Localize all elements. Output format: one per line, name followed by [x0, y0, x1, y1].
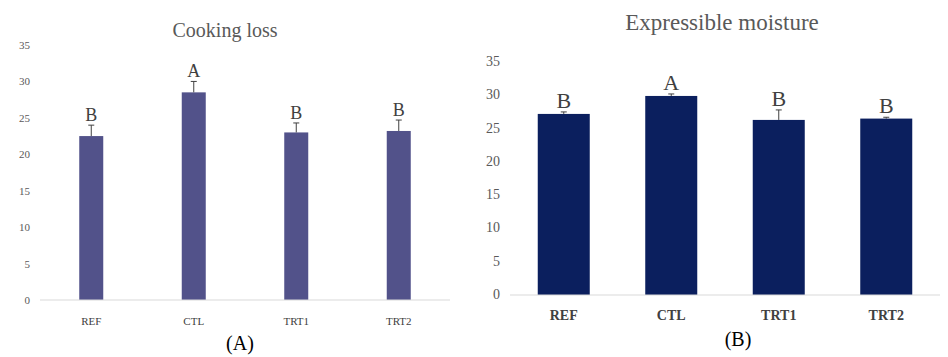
bar: [860, 119, 912, 295]
x-tick-label: REF: [550, 308, 578, 323]
bar: [284, 132, 308, 300]
y-tick-label: 10: [486, 220, 500, 235]
bar: [753, 120, 805, 295]
y-tick: [507, 62, 510, 63]
significance-letter: B: [290, 103, 302, 123]
y-tick: [37, 227, 40, 228]
x-tick-label: TRT2: [386, 315, 412, 327]
x-tick-label: TRT2: [869, 308, 904, 323]
y-tick-label: 20: [19, 148, 31, 160]
figure: Cooking loss 0 5 10 15 20 25 30 35 B REF A CTL B TRT1 B…: [0, 0, 948, 357]
y-tick: [37, 45, 40, 46]
x-tick-label: TRT1: [761, 308, 796, 323]
y-tick: [507, 128, 510, 129]
bar: [387, 131, 411, 300]
y-tick-label: 30: [486, 87, 500, 102]
y-tick-label: 25: [486, 121, 500, 136]
y-tick-label: 35: [19, 39, 31, 51]
bar: [182, 92, 206, 300]
chart-title: Expressible moisture: [625, 10, 819, 35]
y-tick: [507, 161, 510, 162]
y-tick: [37, 263, 40, 264]
panel-caption: (A): [226, 332, 254, 355]
y-tick-label: 5: [493, 254, 500, 269]
y-tick: [37, 117, 40, 118]
y-tick-label: 15: [19, 185, 31, 197]
significance-letter: A: [187, 61, 200, 81]
x-axis: [510, 295, 940, 296]
significance-letter: B: [85, 105, 97, 125]
x-tick-label: CTL: [183, 315, 204, 327]
significance-letter: B: [556, 88, 571, 113]
bar: [538, 114, 590, 295]
y-tick: [507, 228, 510, 229]
chart-panel: Cooking loss 0 5 10 15 20 25 30 35 B REF A CTL B TRT1 B…: [19, 19, 450, 355]
bar: [645, 96, 697, 295]
error-bar: [191, 81, 197, 92]
y-tick-label: 30: [19, 75, 31, 87]
chart-panel: Expressible moisture 0 5 10 15 20 25 30 35 B REF A C…: [486, 10, 940, 351]
y-tick-label: 25: [19, 112, 31, 124]
error-bar: [776, 110, 782, 120]
significance-letter: B: [771, 86, 786, 111]
chart-title: Cooking loss: [172, 19, 277, 42]
significance-letter: A: [663, 70, 679, 95]
y-tick: [37, 190, 40, 191]
bar: [79, 136, 103, 300]
x-tick-label: REF: [81, 315, 101, 327]
y-tick: [507, 261, 510, 262]
y-tick-label: 35: [486, 54, 500, 69]
error-bar: [293, 123, 299, 132]
x-axis: [40, 300, 450, 301]
panel-caption: (B): [725, 328, 752, 351]
x-tick-label: CTL: [657, 308, 686, 323]
y-tick: [507, 195, 510, 196]
error-bar: [396, 120, 402, 131]
y-tick-label: 20: [486, 154, 500, 169]
marks: [538, 94, 913, 295]
y-tick: [37, 154, 40, 155]
y-tick: [37, 81, 40, 82]
y-tick-label: 0: [493, 287, 500, 302]
significance-letter: B: [879, 93, 894, 118]
y-tick-label: 15: [486, 187, 500, 202]
y-tick: [507, 295, 510, 296]
y-tick: [507, 95, 510, 96]
marks: [79, 81, 411, 300]
y-tick: [37, 300, 40, 301]
y-tick-label: 10: [19, 221, 31, 233]
y-tick-label: 0: [25, 294, 31, 306]
x-tick-label: TRT1: [283, 315, 309, 327]
y-tick-label: 5: [25, 258, 31, 270]
error-bar: [88, 125, 94, 136]
significance-letter: B: [393, 100, 405, 120]
